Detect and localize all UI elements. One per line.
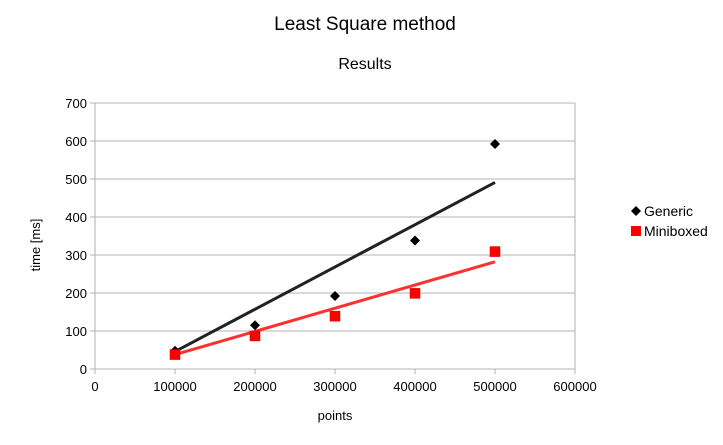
- data-point-miniboxed: [169, 349, 181, 360]
- x-tick-label: 0: [91, 379, 98, 394]
- legend-marker-generic: [631, 206, 641, 216]
- y-tick-label: 100: [65, 324, 87, 339]
- y-tick-label: 400: [65, 210, 87, 225]
- y-tick-label: 0: [80, 362, 87, 377]
- data-point-generic: [330, 291, 340, 302]
- y-tick-labels: 0 100 200 300 400 500 600 700: [65, 96, 87, 377]
- x-tick-label: 300000: [313, 379, 356, 394]
- y-tick-label: 700: [65, 96, 87, 111]
- x-tick-label: 500000: [473, 379, 516, 394]
- legend: Generic Miniboxed: [631, 203, 708, 239]
- data-point-generic: [250, 320, 260, 331]
- axes: [94, 103, 576, 374]
- legend-label-miniboxed: Miniboxed: [644, 223, 708, 239]
- x-tick-label: 600000: [553, 379, 596, 394]
- data-points: [169, 139, 501, 360]
- trendlines: [174, 181, 496, 357]
- chart-title: Least Square method: [274, 14, 456, 35]
- legend-item-generic: Generic: [631, 203, 693, 219]
- y-tick-label: 200: [65, 286, 87, 301]
- y-axis-label: time [ms]: [28, 219, 43, 272]
- y-tick-label: 300: [65, 248, 87, 263]
- x-tick-labels: 0 100000 200000 300000 400000 500000 600000: [91, 379, 596, 394]
- data-point-generic: [490, 139, 500, 150]
- y-tick-label: 500: [65, 172, 87, 187]
- legend-label-generic: Generic: [644, 203, 693, 219]
- x-tick-label: 400000: [393, 379, 436, 394]
- legend-marker-miniboxed: [631, 226, 641, 236]
- chart-subtitle: Results: [338, 56, 391, 73]
- data-point-miniboxed: [489, 246, 501, 257]
- trendline-miniboxed: [174, 260, 496, 357]
- x-axis-label: points: [318, 408, 353, 423]
- data-point-miniboxed: [249, 330, 261, 342]
- gridlines: [90, 102, 575, 370]
- x-tick-label: 100000: [153, 379, 196, 394]
- data-point-miniboxed: [409, 288, 421, 299]
- y-tick-label: 600: [65, 134, 87, 149]
- x-tick-label: 200000: [233, 379, 276, 394]
- data-point-generic: [410, 235, 420, 246]
- legend-item-miniboxed: Miniboxed: [631, 223, 708, 239]
- data-point-miniboxed: [329, 310, 341, 322]
- trendline-generic: [174, 181, 496, 353]
